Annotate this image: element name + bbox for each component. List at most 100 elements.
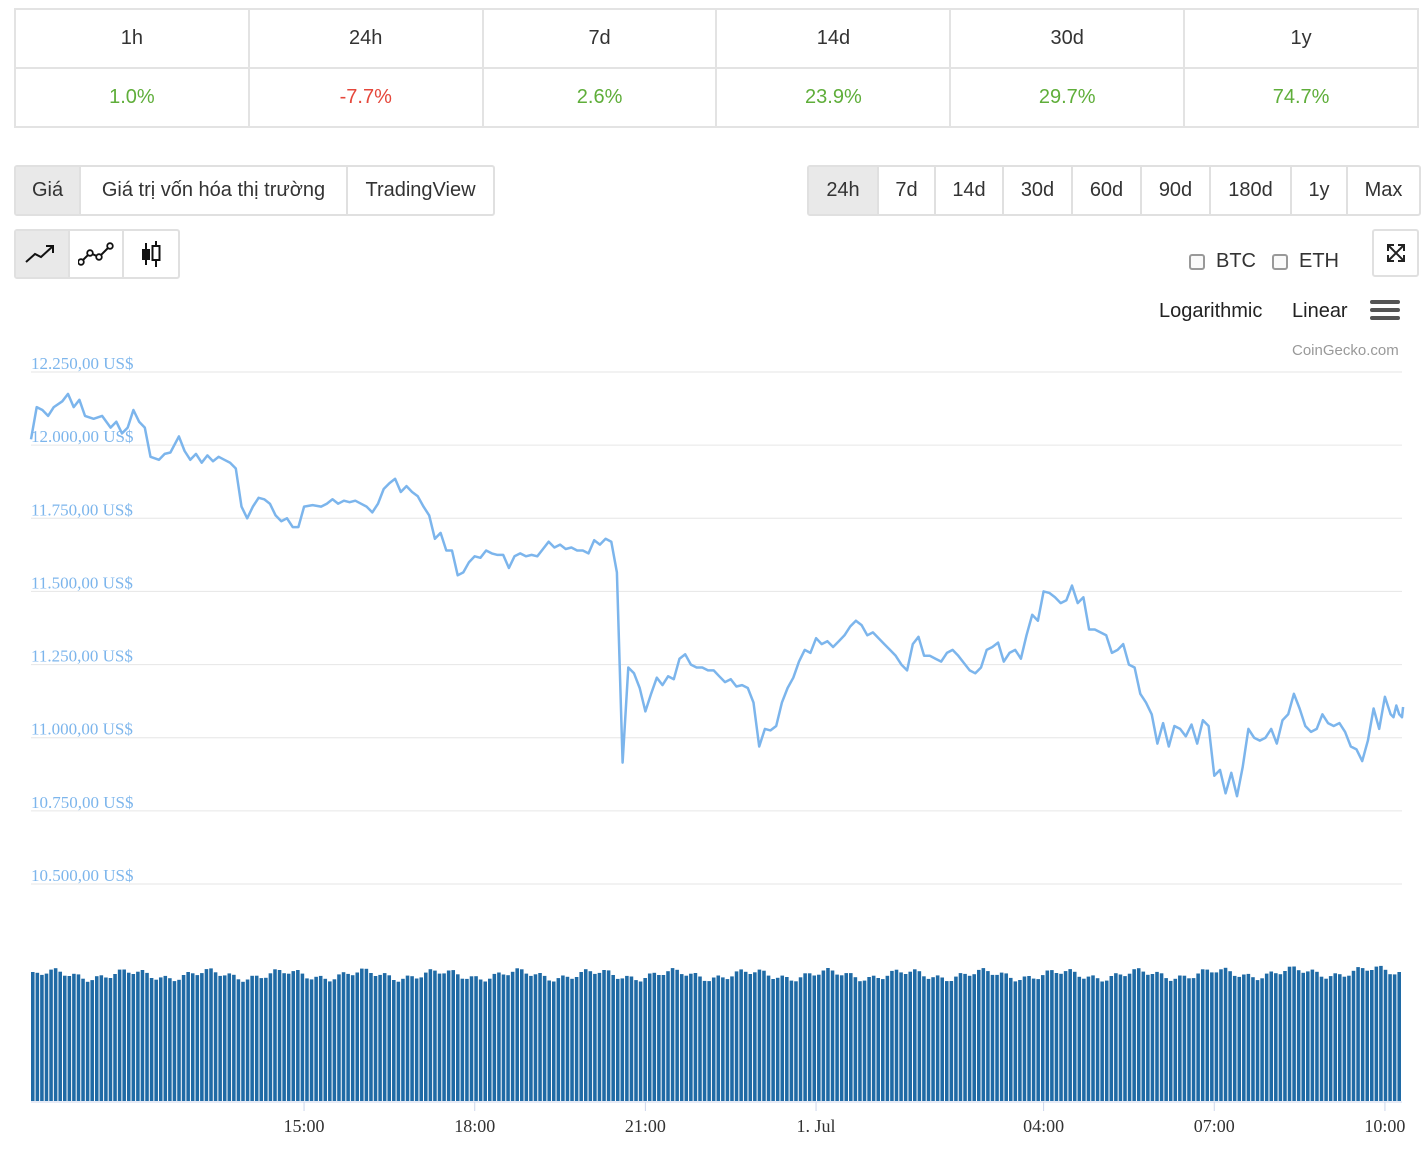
tab-price[interactable]: Giá: [16, 167, 81, 214]
volume-bar: [766, 975, 771, 1101]
checkbox-box[interactable]: [1189, 253, 1205, 270]
volume-bar: [31, 972, 35, 1101]
range-1y[interactable]: 1y: [1292, 167, 1348, 214]
volume-bar: [85, 981, 90, 1101]
volume-bar: [1278, 974, 1283, 1101]
range-90d[interactable]: 90d: [1142, 167, 1211, 214]
volume-bar: [1018, 980, 1022, 1101]
volume-bar: [1306, 971, 1310, 1101]
scale-logarithmic-button[interactable]: Logarithmic: [1159, 300, 1263, 322]
volume-bar: [1246, 973, 1251, 1101]
range-30d[interactable]: 30d: [1004, 167, 1073, 214]
compare-btc-checkbox[interactable]: BTC: [1189, 250, 1256, 273]
chart-menu-icon[interactable]: [1370, 300, 1400, 324]
volume-bar: [1040, 975, 1045, 1101]
volume-bar: [1292, 966, 1296, 1101]
volume-bar: [1347, 975, 1351, 1101]
volume-bar: [117, 969, 122, 1101]
volume-bar: [501, 974, 506, 1101]
change-value-row: 1.0% -7.7% 2.6% 23.9% 29.7% 74.7%: [14, 67, 1419, 128]
volume-bar: [629, 976, 634, 1101]
volume-bar: [149, 978, 154, 1101]
volume-bar: [364, 968, 369, 1101]
candlestick-button[interactable]: [124, 231, 178, 277]
volume-bar: [798, 977, 803, 1101]
volume-bar: [807, 973, 812, 1101]
volume-bar: [259, 978, 264, 1101]
volume-bar: [291, 971, 296, 1101]
volume-bar: [1063, 971, 1068, 1101]
volume-bar: [817, 974, 821, 1101]
chart-credit[interactable]: CoinGecko.com: [1292, 342, 1399, 359]
volume-bar: [241, 981, 245, 1101]
volume-bar: [1187, 978, 1191, 1101]
range-60d[interactable]: 60d: [1073, 167, 1142, 214]
volume-bar: [1356, 967, 1360, 1101]
range-24h[interactable]: 24h: [809, 167, 879, 214]
volume-bar: [794, 981, 798, 1101]
volume-bar: [341, 972, 346, 1101]
expand-icon: [1386, 244, 1405, 262]
volume-bar: [76, 974, 81, 1101]
volume-bar: [556, 978, 561, 1101]
volume-bar: [625, 975, 629, 1101]
volume-bar: [876, 978, 881, 1101]
compare-btc-label: BTC: [1216, 250, 1256, 272]
volume-bar: [652, 972, 657, 1101]
volume-bar: [693, 973, 698, 1101]
tab-market-cap[interactable]: Giá trị vốn hóa thị trường: [81, 167, 348, 214]
checkbox-box[interactable]: [1272, 253, 1288, 270]
line-markers-button[interactable]: [70, 231, 124, 277]
range-7d[interactable]: 7d: [879, 167, 936, 214]
volume-bar: [1242, 974, 1246, 1101]
time-range-tabs: 24h 7d 14d 30d 60d 90d 180d 1y Max: [807, 165, 1421, 216]
change-header-7d: 7d: [481, 8, 718, 69]
volume-bar: [1200, 969, 1205, 1101]
volume-bar: [593, 973, 597, 1101]
range-180d[interactable]: 180d: [1211, 167, 1292, 214]
volume-bar: [478, 979, 483, 1101]
volume-bar: [1082, 978, 1086, 1101]
volume-bar: [725, 979, 730, 1101]
volume-bar: [177, 979, 181, 1101]
volume-bar: [58, 971, 62, 1101]
volume-bar: [465, 978, 469, 1101]
volume-bar: [1118, 974, 1123, 1101]
compare-eth-checkbox[interactable]: ETH: [1272, 250, 1339, 273]
volume-bar: [574, 977, 579, 1101]
volume-bar: [1178, 975, 1182, 1101]
volume-bar: [995, 974, 999, 1101]
volume-bar: [986, 971, 990, 1101]
volume-bar: [1191, 978, 1196, 1101]
tab-tradingview[interactable]: TradingView: [365, 179, 476, 201]
volume-bar: [1008, 977, 1013, 1101]
line-chart-button[interactable]: [16, 231, 70, 277]
volume-bar: [40, 974, 44, 1101]
volume-bar: [1214, 972, 1219, 1101]
volume-bar: [1383, 969, 1388, 1101]
volume-bar: [309, 979, 314, 1101]
fullscreen-button[interactable]: [1372, 229, 1419, 277]
volume-bar: [254, 975, 259, 1101]
volume-bar: [826, 968, 830, 1101]
volume-bar: [122, 969, 126, 1101]
volume-bar: [967, 975, 972, 1101]
volume-bar: [611, 975, 615, 1101]
change-value-30d: 29.7%: [949, 67, 1186, 128]
range-14d[interactable]: 14d: [936, 167, 1004, 214]
volume-bar: [360, 968, 364, 1101]
range-max[interactable]: Max: [1364, 179, 1403, 201]
volume-bar: [1237, 976, 1242, 1101]
volume-bar: [1159, 973, 1164, 1101]
volume-bar: [785, 977, 789, 1101]
x-tick-label: 04:00: [1023, 1116, 1064, 1136]
volume-bar: [963, 973, 967, 1101]
volume-bar: [1205, 969, 1210, 1101]
volume-bar: [771, 979, 775, 1101]
volume-bar: [1031, 978, 1036, 1101]
volume-bar: [1072, 971, 1077, 1101]
volume-bar: [1223, 967, 1228, 1101]
volume-bar: [949, 981, 954, 1101]
scale-linear-button[interactable]: Linear: [1292, 300, 1348, 322]
volume-bar: [684, 975, 689, 1101]
